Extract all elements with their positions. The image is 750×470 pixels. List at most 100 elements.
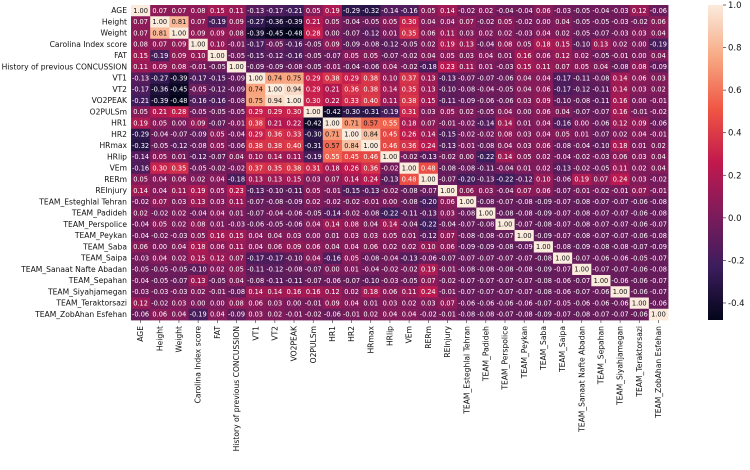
heatmap-cell-label: 0.03 [172,198,187,206]
heatmap-cell-label: -0.06 [631,277,648,285]
heatmap-cell-label: -0.08 [573,198,590,206]
heatmap-cell-label: 0.02 [363,311,378,319]
heatmap-cell-label: 0.02 [459,108,474,116]
heatmap-cell-label: -0.04 [151,131,168,139]
heatmap-cell-label: -0.10 [592,142,609,150]
heatmap-cell [399,38,420,51]
column-label: TEAM_Sepahan [597,326,606,385]
heatmap-cell [207,196,228,208]
heatmap-cell-label: 0.13 [421,86,436,94]
heatmap-cell [476,128,496,141]
heatmap-cell [418,207,439,220]
heatmap-cell [284,241,305,253]
heatmap-cell-label: 0.07 [632,187,647,195]
heatmap-cell [514,185,535,197]
heatmap-cell-label: 0.46 [363,153,378,161]
heatmap-cell-label: 0.05 [555,131,570,139]
heatmap-cell [322,106,343,118]
heatmap-cell [514,297,535,310]
heatmap-cell-label: -0.07 [496,198,513,206]
heatmap-cell [303,252,324,265]
heatmap-cell [246,162,266,175]
heatmap-cell [207,151,228,163]
heatmap-cell-label: -0.01 [324,187,341,195]
heatmap-cell-label: 0.75 [248,97,263,105]
heatmap-cell [188,5,209,17]
heatmap-cell-label: -0.11 [439,97,456,105]
heatmap-cell [610,50,631,62]
heatmap-cell [476,185,496,197]
heatmap-cell [131,196,151,208]
heatmap-cell [303,185,324,197]
heatmap-cell-label: -0.02 [573,153,590,161]
heatmap-cell [399,140,420,152]
column-label: HR1 [328,326,337,342]
heatmap-cell [514,218,535,231]
heatmap-cell-label: -0.06 [650,119,667,127]
heatmap-cell [399,61,420,73]
heatmap-cell [131,230,151,242]
heatmap-cell-label: -0.07 [554,311,571,319]
heatmap-cell-label: -0.12 [266,266,283,274]
heatmap-cell [399,263,420,276]
heatmap-cell [207,128,228,141]
heatmap-cell [514,95,535,107]
heatmap-cell-label: -0.08 [554,142,571,150]
heatmap-cell-label: -0.08 [458,209,475,217]
heatmap-cell [131,38,151,51]
heatmap-cell [361,207,381,220]
heatmap-cell [226,5,247,17]
heatmap-cell [322,27,343,40]
heatmap-cell [188,50,209,62]
heatmap-cell [169,173,189,186]
heatmap-cell-label: 0.04 [498,108,513,116]
heatmap-cell [131,173,151,186]
heatmap-cell-label: -0.07 [650,288,667,296]
heatmap-cell [457,230,477,242]
column-label: TEAM_Siyahjamegan [616,326,625,406]
heatmap-cell-label: -0.04 [132,277,149,285]
heatmap-cell [131,185,151,197]
heatmap-cell [226,207,247,220]
heatmap-cell-label: -0.04 [228,131,245,139]
heatmap-cell-label: 0.04 [517,86,532,94]
heatmap-cell-label: -0.03 [612,29,629,37]
heatmap-cell-label: 0.19 [440,41,455,49]
heatmap-cell-label: -0.02 [381,164,398,172]
heatmap-cell-label: -0.07 [496,311,513,319]
heatmap-cell-label: 0.36 [344,86,359,94]
heatmap-cell [457,207,477,220]
heatmap-cell-label: 0.04 [383,63,398,71]
heatmap-cell [246,207,266,220]
heatmap-cell [150,241,170,253]
heatmap-cell-label: 0.23 [229,187,244,195]
heatmap-cell [648,95,669,107]
heatmap-cell [131,151,151,163]
heatmap-cell-label: 0.07 [440,232,455,240]
heatmap-cell [188,83,209,96]
heatmap-cell [284,128,305,141]
heatmap-cell-label: 0.02 [191,176,206,184]
heatmap-cell-label: -0.02 [477,18,494,26]
heatmap-cell [591,252,611,265]
heatmap-cell [629,196,650,208]
heatmap-cell [591,308,611,321]
heatmap-cell-label: 0.75 [287,74,302,82]
heatmap-cell-label: -0.09 [535,198,552,206]
heatmap-cell [361,297,381,310]
heatmap-cell-label: -0.17 [266,254,283,262]
heatmap-cell [246,230,266,242]
heatmap-cell [380,241,400,253]
heatmap-cell [648,61,669,73]
heatmap-cell [226,27,247,40]
heatmap-cell-label: 0.03 [421,108,436,116]
heatmap-cell-label: -0.16 [285,41,302,49]
heatmap-cell-label: -0.11 [285,277,302,285]
heatmap-cell-label: -0.08 [496,209,513,217]
heatmap-cell [457,38,477,51]
heatmap-cell [591,38,611,51]
heatmap-cell-label: 0.74 [248,86,263,94]
heatmap-cell [284,207,305,220]
heatmap-cell [591,50,611,62]
heatmap-cell-label: 0.19 [421,266,436,274]
